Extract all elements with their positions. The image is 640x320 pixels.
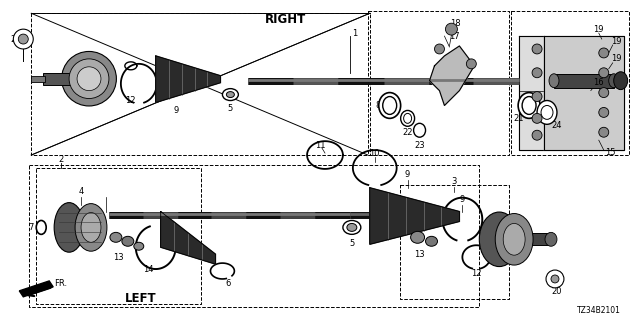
- Polygon shape: [161, 212, 216, 264]
- Text: 19: 19: [611, 36, 622, 45]
- Text: 19: 19: [593, 25, 604, 34]
- Circle shape: [599, 127, 609, 137]
- Text: 5: 5: [349, 239, 355, 248]
- Ellipse shape: [413, 123, 426, 137]
- Text: 9: 9: [405, 170, 410, 180]
- Polygon shape: [19, 281, 53, 297]
- Ellipse shape: [77, 67, 101, 91]
- Circle shape: [532, 44, 542, 54]
- Ellipse shape: [545, 232, 557, 246]
- Ellipse shape: [69, 59, 109, 99]
- Ellipse shape: [522, 97, 536, 114]
- Polygon shape: [544, 36, 623, 150]
- Text: 6: 6: [226, 279, 231, 288]
- Text: LEFT: LEFT: [125, 292, 157, 305]
- Ellipse shape: [75, 204, 107, 251]
- Text: RIGHT: RIGHT: [264, 13, 306, 26]
- Text: 16: 16: [593, 78, 604, 87]
- Polygon shape: [370, 188, 460, 244]
- Text: 10: 10: [369, 148, 380, 157]
- Ellipse shape: [609, 74, 619, 88]
- Text: 9: 9: [460, 195, 465, 204]
- Text: 15: 15: [605, 148, 616, 156]
- Text: 5: 5: [228, 104, 233, 113]
- Ellipse shape: [81, 212, 101, 242]
- Ellipse shape: [426, 236, 438, 246]
- Text: 22: 22: [403, 128, 413, 137]
- Ellipse shape: [110, 232, 122, 242]
- Text: 13: 13: [414, 250, 425, 259]
- Ellipse shape: [401, 110, 415, 126]
- Polygon shape: [429, 46, 474, 106]
- Text: 20: 20: [10, 35, 20, 44]
- Ellipse shape: [379, 92, 401, 118]
- Text: 12: 12: [471, 268, 481, 277]
- Ellipse shape: [227, 92, 234, 98]
- Circle shape: [532, 68, 542, 78]
- Text: 17: 17: [449, 32, 460, 41]
- Text: 2: 2: [58, 156, 64, 164]
- Bar: [554, 74, 614, 88]
- Text: 9: 9: [173, 106, 179, 115]
- Ellipse shape: [537, 100, 557, 124]
- Text: 21: 21: [514, 114, 524, 123]
- Bar: [521, 233, 551, 245]
- Ellipse shape: [411, 231, 424, 243]
- Ellipse shape: [36, 220, 46, 234]
- Circle shape: [532, 92, 542, 101]
- Ellipse shape: [54, 203, 84, 252]
- Circle shape: [532, 130, 542, 140]
- Circle shape: [599, 48, 609, 58]
- Ellipse shape: [495, 213, 533, 265]
- Text: 14: 14: [143, 265, 154, 274]
- Ellipse shape: [134, 242, 144, 250]
- Circle shape: [532, 113, 542, 123]
- Ellipse shape: [614, 72, 628, 90]
- Text: 23: 23: [414, 140, 425, 150]
- Ellipse shape: [343, 220, 361, 234]
- Polygon shape: [519, 36, 544, 150]
- Text: 3: 3: [452, 177, 457, 186]
- Text: 4: 4: [79, 187, 84, 196]
- Circle shape: [467, 59, 476, 69]
- Circle shape: [546, 270, 564, 288]
- Ellipse shape: [503, 223, 525, 255]
- Text: TZ34B2101: TZ34B2101: [577, 306, 621, 315]
- Circle shape: [599, 108, 609, 117]
- Ellipse shape: [518, 92, 540, 118]
- Circle shape: [435, 44, 444, 54]
- Text: 13: 13: [113, 253, 124, 262]
- Ellipse shape: [347, 223, 357, 231]
- Text: 18: 18: [450, 19, 461, 28]
- Bar: [31, 76, 45, 82]
- Text: 20: 20: [552, 287, 562, 296]
- Text: 24: 24: [552, 121, 562, 130]
- Text: 7: 7: [29, 223, 34, 232]
- Circle shape: [13, 29, 33, 49]
- Text: 8: 8: [375, 101, 380, 110]
- Ellipse shape: [61, 52, 116, 106]
- Ellipse shape: [549, 74, 559, 88]
- Polygon shape: [156, 56, 220, 102]
- Ellipse shape: [383, 97, 397, 114]
- Text: 11: 11: [315, 140, 325, 150]
- Ellipse shape: [541, 106, 553, 119]
- Circle shape: [599, 88, 609, 98]
- Ellipse shape: [122, 236, 134, 246]
- Text: 1: 1: [352, 28, 358, 38]
- Text: 19: 19: [611, 54, 622, 63]
- Ellipse shape: [479, 212, 519, 267]
- Bar: [44, 73, 73, 85]
- Text: FR.: FR.: [54, 279, 68, 288]
- Ellipse shape: [404, 113, 412, 123]
- Circle shape: [551, 275, 559, 283]
- Circle shape: [599, 68, 609, 78]
- Text: 12: 12: [125, 96, 136, 105]
- Circle shape: [445, 23, 458, 35]
- Circle shape: [19, 34, 28, 44]
- Ellipse shape: [223, 89, 238, 100]
